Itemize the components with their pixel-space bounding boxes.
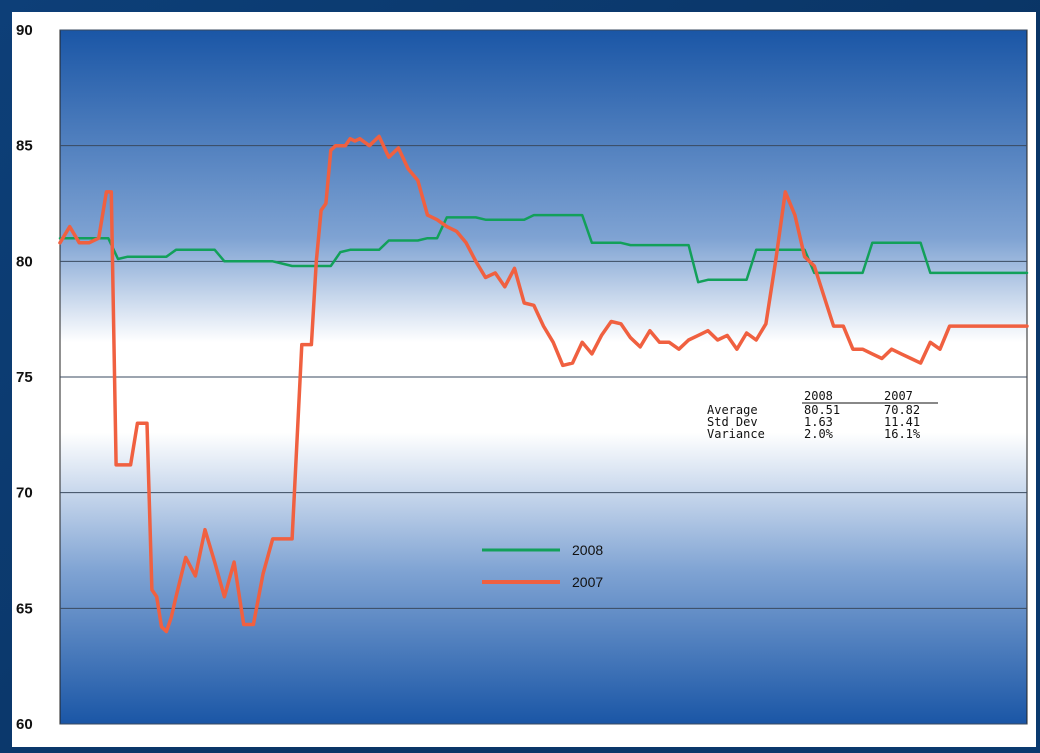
y-tick-label-85: 85 (16, 138, 33, 155)
y-tick-label-90: 90 (16, 22, 33, 39)
stats-cell: 16.1% (884, 427, 921, 441)
chart-svg: 60 65 70 75 80 85 90 2008 2007 2008 2007 Average 8… (16, 22, 1029, 733)
y-tick-label-65: 65 (16, 600, 33, 617)
stats-row-label: Std Dev (707, 415, 758, 429)
legend-label-2008: 2008 (572, 542, 603, 558)
y-tick-label-70: 70 (16, 485, 33, 502)
series-line-2007 (58, 134, 1029, 634)
y-tick-label-80: 80 (16, 253, 33, 270)
y-tick-label-60: 60 (16, 716, 33, 733)
stats-header-2007: 2007 (884, 389, 913, 403)
stats-row-label: Variance (707, 427, 765, 441)
series-lines (58, 134, 1029, 634)
y-axis-ticks: 60 65 70 75 80 85 90 (16, 22, 33, 733)
stats-cell: 2.0% (804, 427, 834, 441)
stats-header-2008: 2008 (804, 389, 833, 403)
series-line-2008 (58, 213, 1029, 284)
stats-cell: 1.63 (804, 415, 833, 429)
y-tick-label-75: 75 (16, 369, 33, 386)
chart-panel: 60 65 70 75 80 85 90 2008 2007 2008 2007 Average 8… (12, 12, 1036, 747)
legend: 2008 2007 (482, 542, 603, 590)
stats-cell: 70.82 (884, 403, 920, 417)
gridlines (60, 29, 1027, 725)
stats-table: 2008 2007 Average 80.51 70.82 Std Dev 1.63 11.4… (707, 389, 938, 441)
stats-row-label: Average (707, 403, 758, 417)
stats-cell: 11.41 (884, 415, 920, 429)
stats-cell: 80.51 (804, 403, 840, 417)
legend-label-2007: 2007 (572, 574, 603, 590)
